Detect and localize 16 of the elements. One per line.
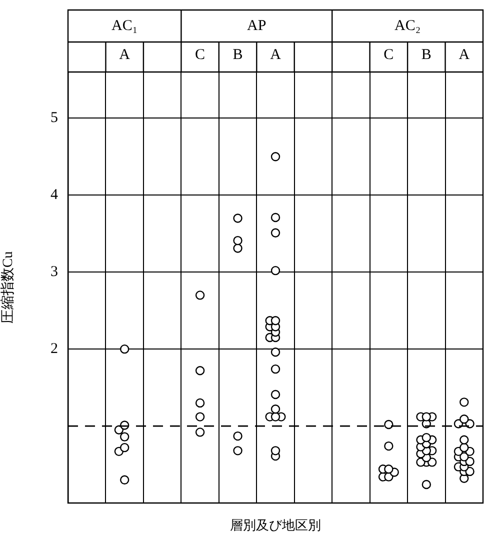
x-tick-label: A — [119, 46, 130, 63]
text: AC₂ — [394, 18, 421, 34]
y-tick-label: 5 — [50, 110, 58, 126]
x-tick-label: C — [384, 46, 394, 63]
text: AC₁ — [112, 18, 138, 34]
y-axis-title: 圧縮指数Cu — [0, 251, 16, 324]
y-tick-label: 3 — [50, 264, 58, 280]
x-tick-label: B — [421, 46, 432, 63]
y-tick-label: 4 — [50, 187, 58, 204]
y-tick-label: 2 — [50, 341, 58, 358]
x-axis-title: 層別及び地区別 — [230, 518, 321, 533]
x-tick-label: A — [458, 46, 470, 63]
text: AP — [247, 18, 266, 34]
x-tick-label: A — [270, 46, 282, 63]
x-tick-label: B — [232, 46, 243, 63]
x-tick-label: C — [195, 46, 206, 63]
